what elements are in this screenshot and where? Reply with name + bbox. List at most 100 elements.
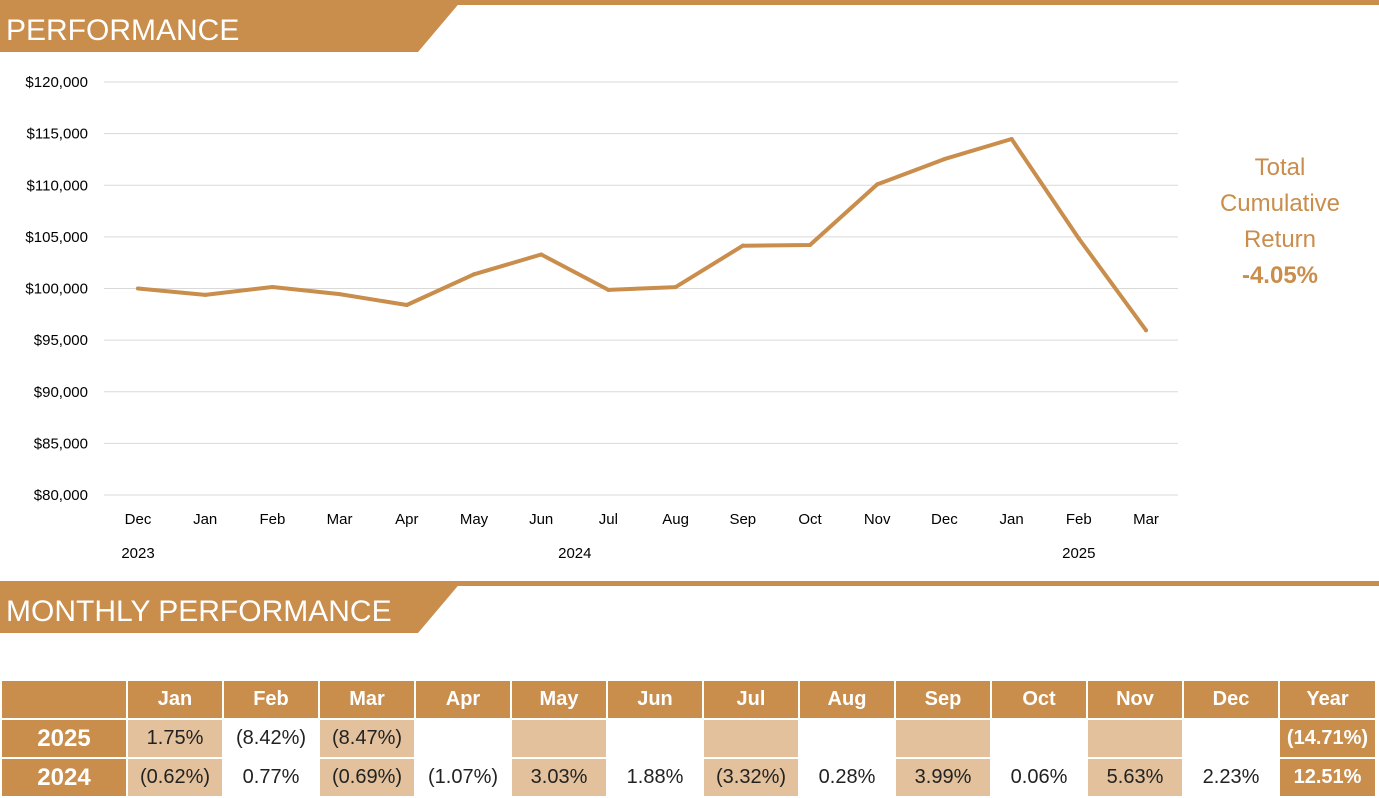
column-header: Mar [320, 681, 414, 718]
data-point [337, 292, 342, 297]
table-header-row: Jan Feb Mar Apr May Jun Jul Aug Sep Oct … [2, 681, 1375, 718]
y-tick-label: $85,000 [34, 435, 88, 452]
column-header: Jun [608, 681, 702, 718]
tcr-value: -4.05% [1241, 262, 1319, 289]
data-point [875, 182, 880, 187]
x-year-label: 2024 [558, 545, 591, 562]
column-header: Apr [416, 681, 510, 718]
data-point [203, 292, 208, 297]
y-tick-label: $80,000 [34, 487, 88, 504]
x-tick-label: Dec [125, 511, 152, 528]
data-point [1144, 328, 1148, 333]
column-header: Dec [1184, 681, 1278, 718]
total-cumulative-return: Total Cumulative Return -4.05% [1190, 150, 1370, 294]
header-rule [0, 581, 1379, 586]
month-return: 0.06% [1010, 766, 1068, 788]
data-point [472, 272, 476, 277]
column-header: Oct [992, 681, 1086, 718]
month-return [1184, 720, 1278, 757]
month-return: (3.32%) [704, 759, 798, 796]
row-year: 2024 [2, 759, 126, 796]
data-point [270, 284, 275, 289]
series-line [136, 137, 1148, 333]
y-tick-label: $120,000 [25, 74, 88, 91]
monthly-performance-table: Jan Feb Mar Apr May Jun Jul Aug Sep Oct … [0, 679, 1377, 798]
month-return: 3.03% [512, 759, 606, 796]
y-tick-label: $110,000 [27, 177, 88, 194]
y-tick-label: $90,000 [34, 384, 88, 401]
x-tick-label: Sep [729, 511, 756, 528]
year-total: (14.71%) [1280, 720, 1375, 757]
x-tick-label: Jun [529, 511, 553, 528]
month-return [1088, 720, 1182, 757]
column-header: Year [1280, 681, 1375, 718]
tcr-label-line3: Return [1243, 226, 1317, 253]
table-row: 2025 1.75% (8.42%) (8.47%) (14.71%) [2, 720, 1375, 757]
data-point [673, 285, 678, 290]
column-header: Jul [704, 681, 798, 718]
x-tick-label: Feb [259, 511, 285, 528]
month-return: 5.63% [1088, 759, 1182, 796]
header-tab [0, 0, 462, 52]
month-return [992, 720, 1086, 757]
performance-header: PERFORMANCE [0, 0, 1379, 52]
column-header: Jan [128, 681, 222, 718]
column-header: May [512, 681, 606, 718]
x-tick-label: Oct [798, 511, 822, 528]
x-tick-label: Mar [327, 511, 353, 528]
y-tick-label: $115,000 [27, 126, 88, 143]
column-header: Feb [224, 681, 318, 718]
month-return: (8.47%) [320, 720, 414, 757]
month-return [416, 720, 510, 757]
month-return: 2.23% [1202, 766, 1260, 788]
month-return: 3.99% [896, 759, 990, 796]
header-tab [0, 581, 462, 633]
month-return [608, 720, 702, 757]
month-return: 1.75% [128, 720, 222, 757]
data-point [1009, 136, 1014, 141]
month-return: 1.88% [626, 766, 684, 788]
month-return: (1.07%) [427, 766, 499, 788]
monthly-performance-header: MONTHLY PERFORMANCE [0, 581, 1379, 633]
month-return: (0.62%) [128, 759, 222, 796]
tcr-label-line1: Total [1254, 154, 1306, 181]
month-return: 0.77% [242, 766, 300, 788]
column-header [2, 681, 126, 718]
x-tick-label: Jan [193, 511, 217, 528]
performance-title: PERFORMANCE [6, 14, 240, 47]
data-point [606, 287, 611, 292]
month-return: (8.42%) [235, 727, 307, 749]
year-total: 12.51% [1280, 759, 1375, 796]
x-tick-label: Dec [931, 511, 958, 528]
monthly-performance-title: MONTHLY PERFORMANCE [6, 595, 392, 628]
month-return [704, 720, 798, 757]
data-point [136, 286, 140, 291]
column-header: Aug [800, 681, 894, 718]
header-rule [0, 0, 1379, 5]
month-return [512, 720, 606, 757]
data-point [942, 157, 947, 162]
performance-line-chart: $80,000 $85,000 $90,000 $95,000 $100,000 $105… [25, 74, 1178, 562]
month-return: (0.69%) [320, 759, 414, 796]
data-point [1076, 236, 1081, 241]
data-point [740, 243, 745, 248]
tcr-label-line2: Cumulative [1219, 190, 1341, 217]
y-tick-label: $105,000 [25, 229, 88, 246]
month-return: 0.28% [818, 766, 876, 788]
x-tick-label: Jul [599, 511, 618, 528]
x-tick-label: May [460, 511, 489, 528]
column-header: Nov [1088, 681, 1182, 718]
data-point [808, 243, 812, 248]
y-tick-label: $100,000 [25, 281, 88, 298]
month-return [896, 720, 990, 757]
data-point [404, 303, 409, 308]
data-point [539, 252, 544, 257]
x-year-label: 2023 [121, 545, 154, 562]
x-tick-label: Jan [1000, 511, 1024, 528]
row-year: 2025 [2, 720, 126, 757]
column-header: Sep [896, 681, 990, 718]
x-tick-label: Feb [1066, 511, 1092, 528]
x-tick-label: Apr [395, 511, 418, 528]
y-tick-label: $95,000 [34, 332, 88, 349]
x-tick-label: Nov [864, 511, 891, 528]
